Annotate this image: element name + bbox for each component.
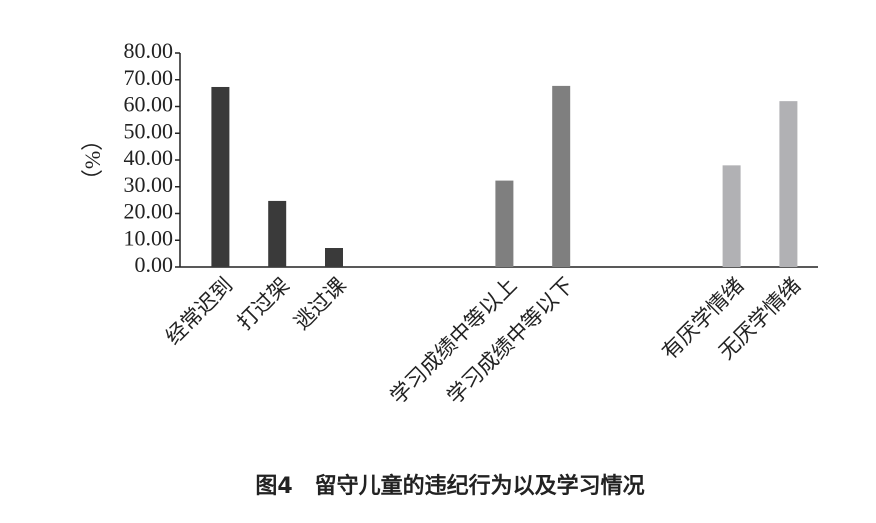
y-tick-label: 10.00 xyxy=(124,225,174,250)
x-tick-label: 打过架 xyxy=(233,273,295,335)
bar xyxy=(722,165,741,267)
chart-title: 图4 留守儿童的违纪行为以及学习情况 xyxy=(255,473,644,499)
bar xyxy=(779,101,798,268)
x-tick-label: 经常迟到 xyxy=(161,273,237,349)
y-tick-label: 50.00 xyxy=(124,118,174,143)
bar xyxy=(552,85,571,267)
y-tick-label: 40.00 xyxy=(124,145,174,170)
y-tick-label: 20.00 xyxy=(124,199,174,224)
y-tick-label: 60.00 xyxy=(124,92,174,117)
x-tick-label: 逃过课 xyxy=(289,273,351,335)
y-tick-label: 80.00 xyxy=(124,38,174,63)
y-axis-label: （%） xyxy=(80,129,105,191)
bar xyxy=(495,180,514,267)
bar xyxy=(325,248,343,267)
y-tick-label: 30.00 xyxy=(124,172,174,197)
y-tick-label: 0.00 xyxy=(135,252,174,277)
bar xyxy=(268,200,287,267)
bar xyxy=(211,86,230,267)
y-tick-label: 70.00 xyxy=(124,65,174,90)
